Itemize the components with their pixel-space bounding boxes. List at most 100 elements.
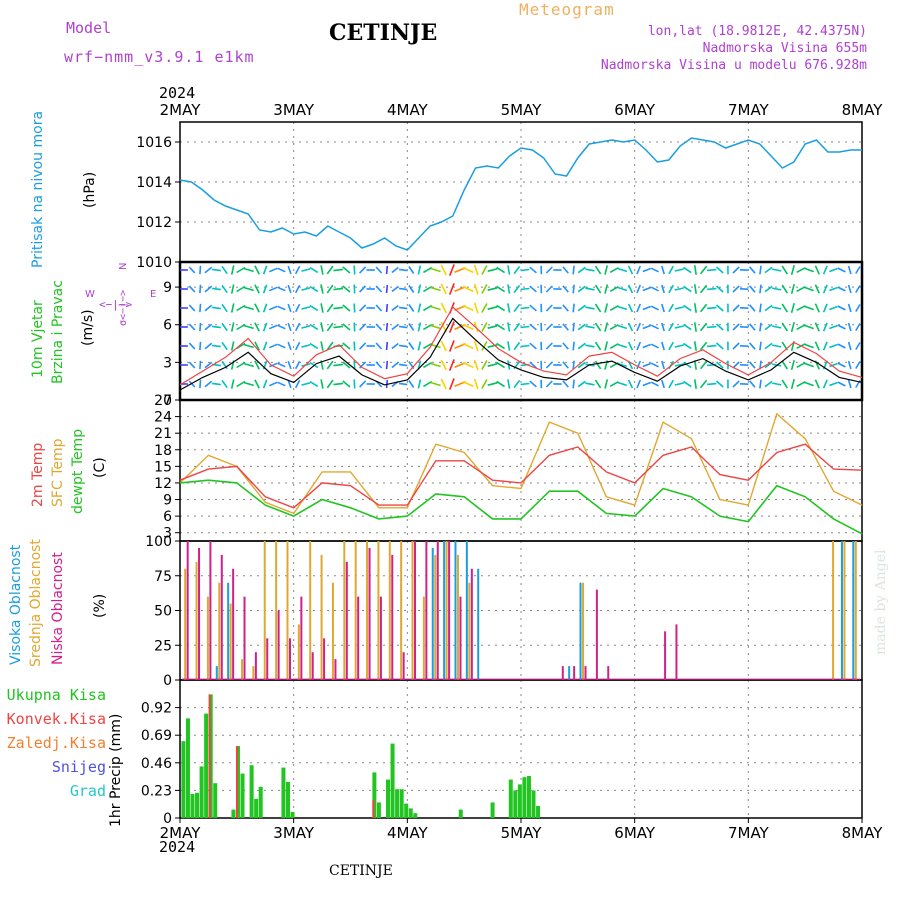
wind-arrow (473, 283, 479, 295)
wind-arrow (668, 265, 674, 275)
wind-arrow (430, 267, 441, 273)
wind-arrow (221, 284, 228, 294)
wind-arrow (398, 344, 408, 348)
wind-arrow (642, 267, 651, 273)
wind-arrow (268, 381, 278, 387)
wind-arrow (814, 379, 820, 389)
wind-arrow (764, 342, 773, 350)
wind-arrow (529, 304, 537, 312)
x-tick-label-top: 5MAY (501, 101, 543, 119)
wind-arrow (759, 265, 762, 275)
wind-arrow (609, 267, 619, 273)
wind-arrow (847, 265, 852, 275)
wind-arrow (617, 381, 628, 387)
wind-arrow (448, 283, 455, 295)
wind-arrow (473, 321, 479, 333)
wind-arrow (732, 304, 740, 312)
wind-arrow (642, 362, 651, 368)
wind-arrow (326, 341, 334, 351)
wind-arrow (642, 343, 651, 349)
wind-arrow (385, 322, 389, 332)
wind-arrow (604, 322, 609, 332)
wind-arrow (513, 303, 521, 313)
wind-arrow (699, 341, 708, 351)
wind-arrow (650, 286, 659, 292)
wind-arrow (342, 342, 351, 350)
model-elevation-text: Nadmorska Visina u modelu 676.928m (600, 58, 867, 73)
wind-arrow (481, 379, 488, 389)
wind-arrow (781, 360, 788, 370)
wind-arrow (715, 342, 724, 350)
wind-arrow (262, 341, 268, 351)
wind-arrow (309, 342, 319, 350)
wind-arrow (408, 304, 415, 312)
wind-arrow (764, 380, 773, 388)
wind-arrow (668, 303, 674, 313)
wind-arrow (230, 379, 235, 389)
wind-arrow (545, 323, 553, 331)
wind-arrow (577, 380, 586, 388)
y-tick-label: 21 (154, 426, 172, 442)
wind-arrow (748, 342, 756, 350)
wind-arrow (814, 303, 820, 313)
wind-arrow (585, 344, 595, 348)
wind-arrow (617, 267, 628, 273)
wind-arrow (674, 382, 684, 386)
wind-arrow (309, 380, 319, 388)
wind-arrow (473, 359, 479, 371)
wind-arrow (732, 380, 740, 388)
wind-arrow (594, 322, 602, 332)
wind-arrow (211, 325, 221, 329)
wind-arrow (236, 323, 246, 331)
total-precip-bar (185, 718, 190, 818)
wind-arrow (188, 380, 196, 388)
wind-arrow (829, 324, 838, 330)
wind-arrow (814, 265, 820, 275)
wind-arrow (772, 287, 782, 291)
total-precip-bar (231, 809, 236, 818)
wind-arrow (254, 265, 260, 275)
wind-arrow (683, 380, 692, 388)
wind-arrow (448, 340, 455, 352)
wind-arrow (440, 359, 447, 371)
wind-arrow (507, 341, 511, 351)
wind-arrow (529, 323, 537, 331)
wind-arrow (204, 323, 213, 331)
wind-arrow (199, 322, 202, 332)
wind-arrow (715, 361, 724, 369)
wind-arrow (462, 266, 474, 274)
wind-arrow (790, 359, 795, 371)
wind-arrow (829, 286, 838, 292)
x-tick-label-top: 7MAY (728, 101, 770, 119)
wind-arrow (572, 322, 575, 332)
wind-arrow (481, 341, 488, 351)
total-precip-bar (285, 782, 290, 818)
wind-arrow (353, 265, 356, 275)
y-tick-label: 27 (154, 393, 172, 409)
wind-arrow (715, 380, 724, 388)
wind-arrow (520, 325, 530, 329)
wind-arrow (398, 363, 408, 367)
wind-arrow (585, 306, 595, 310)
wind-arrow (254, 322, 260, 332)
wind-arrow (230, 322, 235, 332)
wind-arrow (221, 341, 228, 351)
wind-arrow (277, 305, 286, 311)
model-label: Model (66, 19, 112, 37)
wind-arrow (572, 265, 575, 275)
wind-arrow (326, 265, 334, 275)
wind-arrow (301, 325, 311, 329)
wind-arrow (636, 284, 642, 294)
panel-frame (179, 540, 863, 681)
wind-arrow (398, 268, 408, 272)
wind-arrow (847, 284, 852, 294)
wind-arrow (594, 360, 602, 370)
wind-compass-e: E (150, 289, 157, 300)
wind-speed-line (179, 317, 863, 391)
wind-arrow (507, 322, 511, 332)
wind-arrow (301, 344, 311, 348)
wind-arrow (375, 342, 383, 350)
wind-arrow (496, 323, 506, 331)
wind-arrow (772, 306, 782, 310)
wind-arrow (781, 284, 788, 294)
